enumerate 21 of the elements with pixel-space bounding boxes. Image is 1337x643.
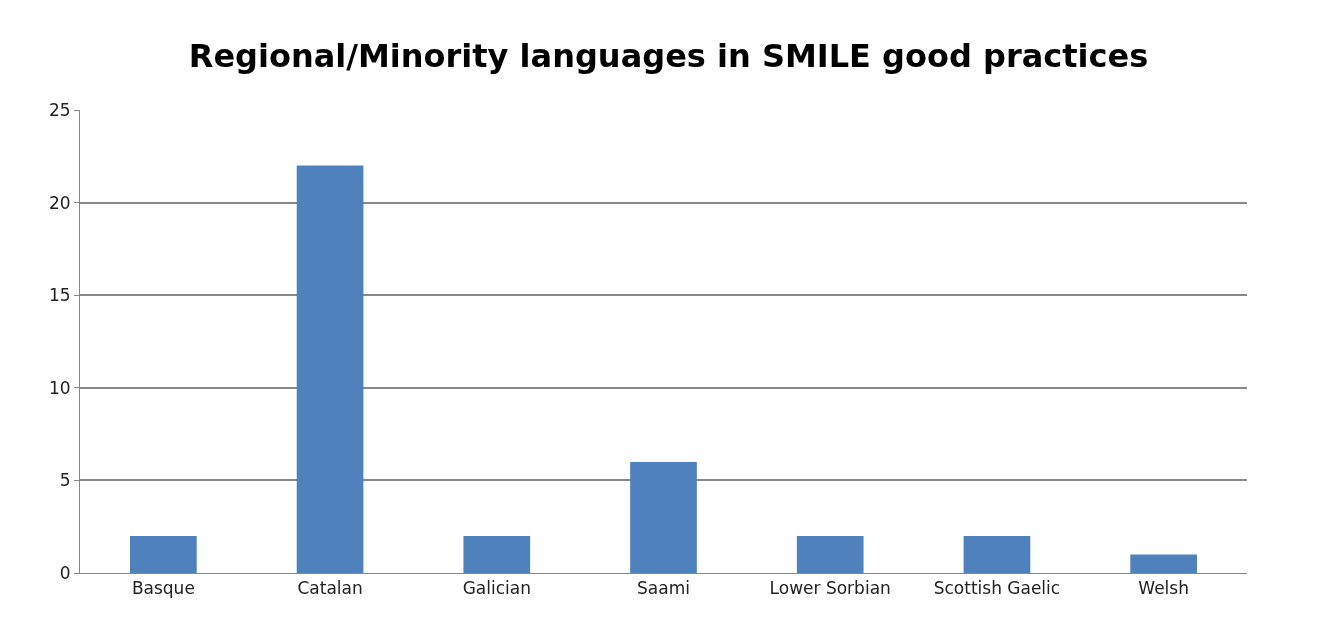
- bar: [296, 165, 364, 573]
- y-tick-label: 15: [48, 285, 71, 306]
- y-tick-label: 25: [48, 99, 71, 120]
- y-tick-label: 0: [59, 562, 71, 583]
- chart-title: Regional/Minority languages in SMILE good practices: [188, 37, 1149, 76]
- x-tick-label: Welsh: [1138, 578, 1189, 599]
- y-tick-label: 5: [59, 470, 71, 491]
- x-tick-label: Galician: [462, 578, 531, 599]
- bar: [1130, 554, 1197, 573]
- x-tick-label: Catalan: [297, 578, 363, 599]
- bar: [630, 461, 697, 573]
- x-tick-label: Lower Sorbian: [769, 578, 891, 599]
- bar: [963, 535, 1031, 573]
- bar: [796, 535, 864, 573]
- x-tick-label: Saami: [637, 578, 690, 599]
- y-tick-label: 20: [48, 192, 71, 213]
- x-tick-label: Scottish Gaelic: [933, 578, 1061, 599]
- y-tick-label: 10: [48, 377, 71, 398]
- bar: [463, 535, 531, 573]
- x-tick-label: Basque: [131, 578, 195, 599]
- bar: [130, 535, 197, 573]
